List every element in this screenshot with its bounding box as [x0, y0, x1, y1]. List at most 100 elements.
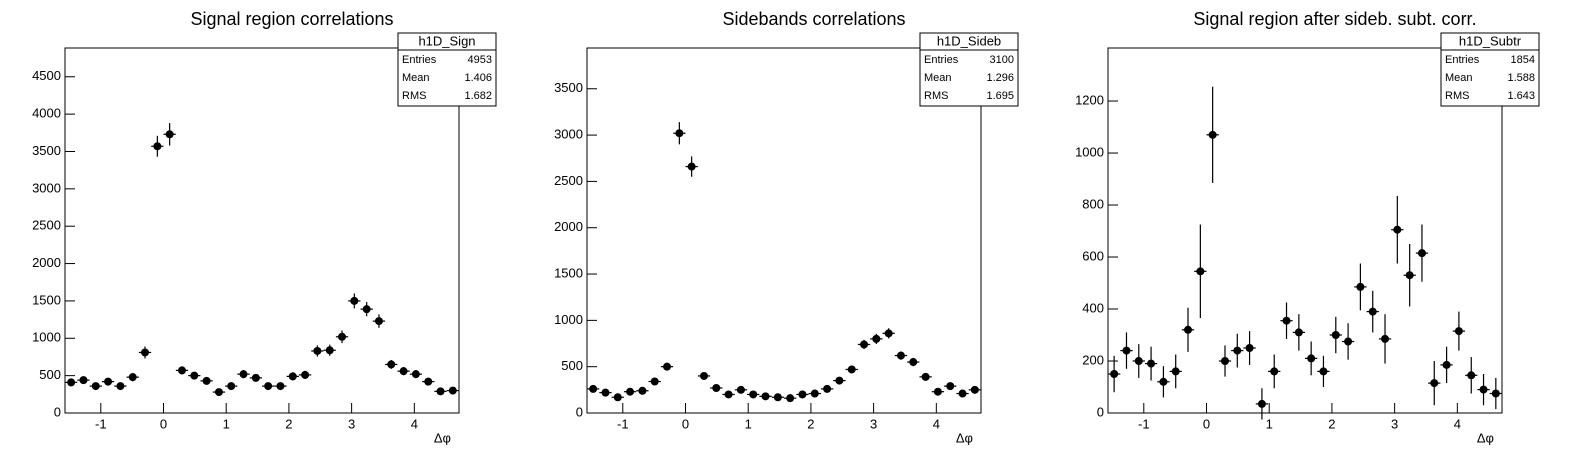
y-tick-label: 0 [1097, 404, 1104, 419]
data-point [202, 376, 211, 385]
data-point [1368, 307, 1377, 316]
data-point [663, 362, 672, 371]
stats-label: Mean [1445, 72, 1473, 84]
y-tick-label: 3500 [32, 143, 61, 158]
y-tick-label: 4000 [32, 106, 61, 121]
data-point [638, 386, 647, 395]
x-tick-label: -1 [95, 416, 107, 431]
histogram-panel: Sidebands correlations 0 500 1000 1500 2000 25… [554, 9, 1019, 445]
data-point [104, 377, 113, 386]
data-point [749, 390, 758, 399]
data-point [411, 370, 420, 379]
data-point [1282, 316, 1291, 325]
plot-frame [586, 47, 982, 414]
data-point [675, 129, 684, 138]
data-point [1356, 282, 1365, 291]
data-point [712, 383, 721, 392]
y-tick-label: 0 [54, 404, 61, 419]
data-point [1245, 344, 1254, 353]
stats-value: 3100 [990, 54, 1014, 66]
data-point [736, 385, 745, 394]
data-point [860, 340, 869, 349]
data-point [362, 305, 371, 314]
y-tick-label: 2000 [554, 219, 583, 234]
stats-value: 1854 [1511, 54, 1535, 66]
data-point [946, 382, 955, 391]
x-tick-label: 0 [1203, 416, 1210, 431]
data-point [699, 371, 708, 380]
panel-title: Signal region after sideb. subt. corr. [1193, 9, 1476, 29]
data-point [116, 382, 125, 391]
data-point [835, 376, 844, 385]
data-point [67, 378, 76, 387]
data-point [276, 382, 285, 391]
stats-value: 4953 [468, 54, 492, 66]
panel-title: Signal region correlations [190, 9, 393, 29]
data-point [1110, 370, 1119, 379]
data-point [1220, 357, 1229, 366]
y-tick-label: 2500 [32, 218, 61, 233]
data-point [724, 390, 733, 399]
data-point [1208, 130, 1217, 139]
data-point [177, 366, 186, 375]
data-point [872, 334, 881, 343]
data-point [896, 351, 905, 360]
y-tick-label: 2000 [32, 255, 61, 270]
data-point [91, 382, 100, 391]
data-point [313, 346, 322, 355]
x-tick-label: 1 [1266, 416, 1273, 431]
stats-value: 1.682 [464, 90, 492, 102]
data-point [1196, 267, 1205, 276]
data-point [847, 365, 856, 374]
x-tick-label: 4 [1454, 416, 1461, 431]
data-point [338, 332, 347, 341]
data-point [448, 386, 457, 395]
data-point [1430, 379, 1439, 388]
stats-label: Mean [924, 72, 952, 84]
data-point [761, 392, 770, 401]
stats-box [919, 32, 1019, 107]
x-tick-label: -1 [617, 416, 629, 431]
y-tick-label: 0 [576, 404, 583, 419]
y-tick-label: 1500 [32, 292, 61, 307]
stats-value: 1.695 [986, 90, 1014, 102]
plot-frame [1107, 47, 1503, 414]
y-tick-label: 200 [1082, 352, 1104, 367]
data-point [1454, 327, 1463, 336]
data-point [79, 376, 88, 385]
data-point [1344, 337, 1353, 346]
y-tick-label: 500 [561, 358, 583, 373]
stats-value: 1.588 [1507, 72, 1535, 84]
data-point [436, 387, 445, 396]
data-point [1442, 360, 1451, 369]
data-point [1294, 328, 1303, 337]
data-point [264, 382, 273, 391]
x-axis-label: Δφ [434, 430, 451, 445]
data-point [921, 372, 930, 381]
data-point [798, 390, 807, 399]
y-tick-label: 2500 [554, 173, 583, 188]
data-point [214, 388, 223, 397]
histogram-panel: Signal region correlations05001000150020… [32, 9, 497, 445]
stats-label: Entries [1445, 54, 1480, 66]
stats-label: Mean [402, 72, 430, 84]
stats-title: h1D_Sign [418, 33, 475, 48]
x-tick-label: 2 [285, 416, 292, 431]
data-point [1479, 385, 1488, 394]
data-point [1233, 346, 1242, 355]
data-point [958, 389, 967, 398]
x-axis-label: Δφ [956, 430, 973, 445]
data-point [424, 377, 433, 386]
data-point [387, 360, 396, 369]
x-tick-label: 0 [160, 416, 167, 431]
stats-value: 1.406 [464, 72, 492, 84]
data-point [1393, 225, 1402, 234]
data-point [884, 329, 893, 338]
data-point [1159, 377, 1168, 386]
x-tick-label: 3 [870, 416, 877, 431]
y-tick-label: 3000 [554, 127, 583, 142]
data-point [239, 370, 248, 379]
data-point [325, 346, 334, 355]
